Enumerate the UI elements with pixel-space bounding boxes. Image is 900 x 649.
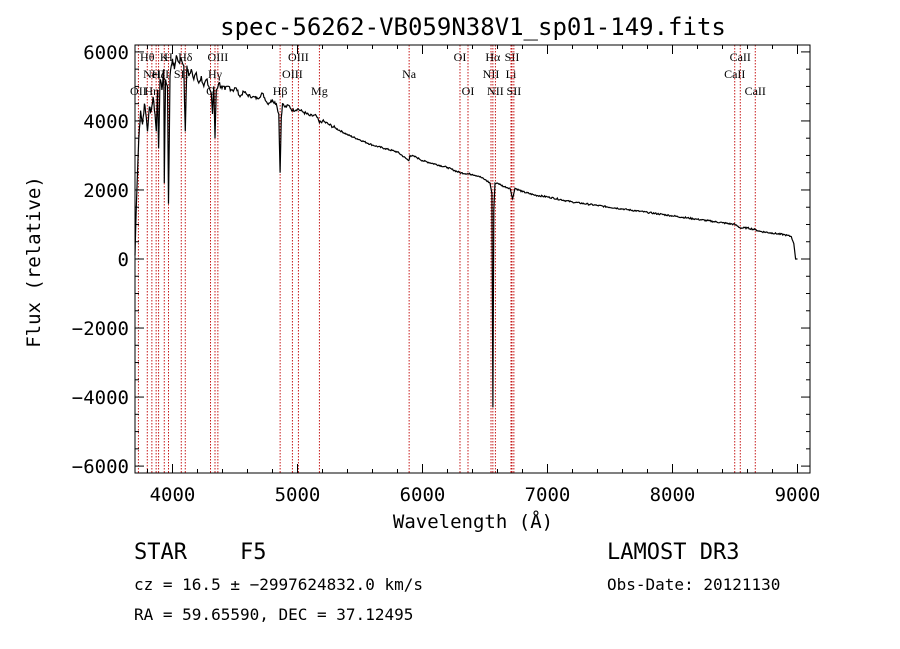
object-type: STAR bbox=[134, 540, 187, 565]
x-tick-label: 7000 bbox=[525, 484, 571, 506]
line-label: OII bbox=[130, 84, 147, 98]
object-subclass: F5 bbox=[240, 540, 267, 565]
y-tick-label: 0 bbox=[118, 249, 129, 271]
line-label: Hγ bbox=[208, 67, 223, 81]
obs-date: Obs-Date: 20121130 bbox=[607, 575, 781, 594]
line-label: Na bbox=[402, 67, 417, 81]
x-tick-label: 5000 bbox=[275, 484, 321, 506]
x-tick-label: 9000 bbox=[775, 484, 821, 506]
y-axis-label: Flux (relative) bbox=[23, 176, 45, 348]
x-axis: 4000 5000 6000 7000 8000 9000 bbox=[147, 45, 821, 506]
line-label: H bbox=[164, 50, 173, 64]
line-label: OIII bbox=[208, 50, 229, 64]
y-tick-label: −2000 bbox=[72, 318, 129, 340]
line-label: OIII bbox=[288, 50, 309, 64]
line-label: CaII bbox=[745, 84, 766, 98]
y-tick-label: −6000 bbox=[72, 456, 129, 478]
line-label: Hζ bbox=[152, 67, 166, 81]
line-label: CaII bbox=[730, 50, 751, 64]
line-label: Hβ bbox=[273, 84, 288, 98]
x-tick-label: 8000 bbox=[650, 484, 696, 506]
plot-frame bbox=[134, 44, 811, 474]
line-label: Mg bbox=[311, 84, 328, 98]
line-label: Hθ bbox=[140, 50, 155, 64]
line-label: Hη bbox=[144, 84, 159, 98]
x-tick-label: 6000 bbox=[400, 484, 446, 506]
line-label: NII bbox=[483, 67, 500, 81]
y-tick-label: 4000 bbox=[83, 111, 129, 133]
line-label: CaII bbox=[724, 67, 745, 81]
x-axis-label: Wavelength (Å) bbox=[393, 510, 553, 533]
y-tick-label: 2000 bbox=[83, 180, 129, 202]
line-label: SII bbox=[507, 84, 522, 98]
line-label: SII bbox=[505, 50, 520, 64]
line-label: NII bbox=[487, 84, 504, 98]
line-label: K bbox=[160, 50, 169, 64]
line-label: OI bbox=[454, 50, 467, 64]
emission-lines: OIIHθHηNeIIIHζKHSIIHδGHγOIIIHβOIIIOIIIMg… bbox=[130, 45, 766, 473]
y-axis: −6000 −4000 −2000 0 2000 4000 6000 bbox=[72, 42, 810, 478]
line-label: OI bbox=[462, 84, 475, 98]
y-tick-label: −4000 bbox=[72, 387, 129, 409]
line-label: Hα bbox=[485, 50, 501, 64]
survey-name: LAMOST DR3 bbox=[607, 540, 740, 565]
coordinates: RA = 59.65590, DEC = 37.12495 bbox=[134, 605, 414, 624]
line-label: OIII bbox=[282, 67, 303, 81]
redshift-readout: cz = 16.5 ± −2997624832.0 km/s bbox=[134, 575, 423, 594]
x-tick-label: 4000 bbox=[150, 484, 196, 506]
line-label: Li bbox=[506, 67, 517, 81]
y-tick-label: 6000 bbox=[83, 42, 129, 64]
chart-title: spec-56262-VB059N38V1_sp01-149.fits bbox=[220, 13, 726, 41]
spectrum-line bbox=[134, 55, 798, 408]
